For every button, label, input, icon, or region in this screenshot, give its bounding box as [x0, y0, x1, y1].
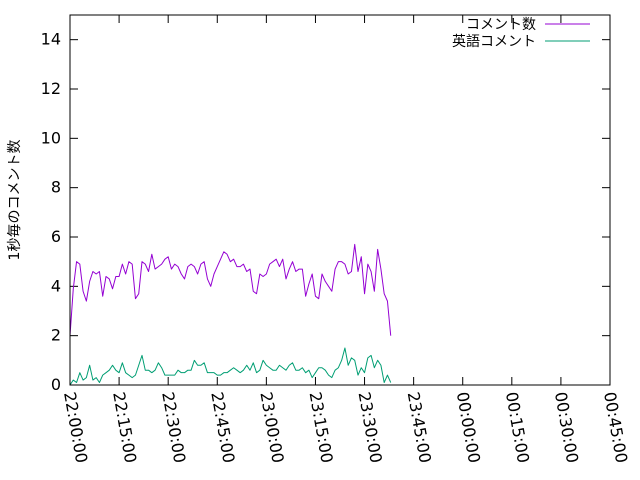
legend-label: 英語コメント	[452, 33, 536, 50]
y-tick-label: 4	[51, 276, 61, 295]
y-axis-label: 1秒毎のコメント数	[7, 140, 23, 261]
x-tick-label: 22:45:00	[207, 390, 238, 464]
x-tick-label: 22:15:00	[109, 390, 140, 464]
y-tick-label: 2	[51, 326, 61, 345]
x-tick-label: 00:15:00	[502, 390, 533, 464]
legend-label: コメント数	[466, 17, 536, 33]
x-tick-label: 00:45:00	[600, 390, 631, 464]
x-tick-label: 23:30:00	[355, 390, 386, 464]
series-line-1	[69, 347, 392, 386]
axis-ticks	[69, 15, 611, 386]
series-layer	[69, 243, 392, 386]
x-tick-label: 23:00:00	[256, 390, 287, 464]
y-tick-labels: 0 2 4 6 8 10 12 14	[41, 30, 61, 394]
x-tick-labels: 22:00:00 22:15:00 22:30:00 22:45:00 23:00:00…	[60, 390, 631, 464]
y-tick-label: 0	[51, 375, 61, 394]
y-tick-label: 8	[51, 178, 61, 197]
x-tick-label: 00:30:00	[551, 390, 582, 464]
y-tick-label: 6	[51, 227, 61, 246]
series-line-0	[69, 243, 392, 336]
y-tick-label: 12	[41, 79, 61, 98]
plot-frame	[69, 14, 611, 386]
x-tick-label: 22:30:00	[158, 390, 189, 464]
x-tick-label: 23:45:00	[404, 390, 435, 464]
x-tick-label: 00:00:00	[453, 390, 484, 464]
y-tick-label: 10	[41, 128, 61, 147]
y-tick-label: 14	[41, 30, 61, 49]
x-tick-label: 22:00:00	[60, 390, 91, 464]
x-tick-label: 23:15:00	[306, 390, 337, 464]
